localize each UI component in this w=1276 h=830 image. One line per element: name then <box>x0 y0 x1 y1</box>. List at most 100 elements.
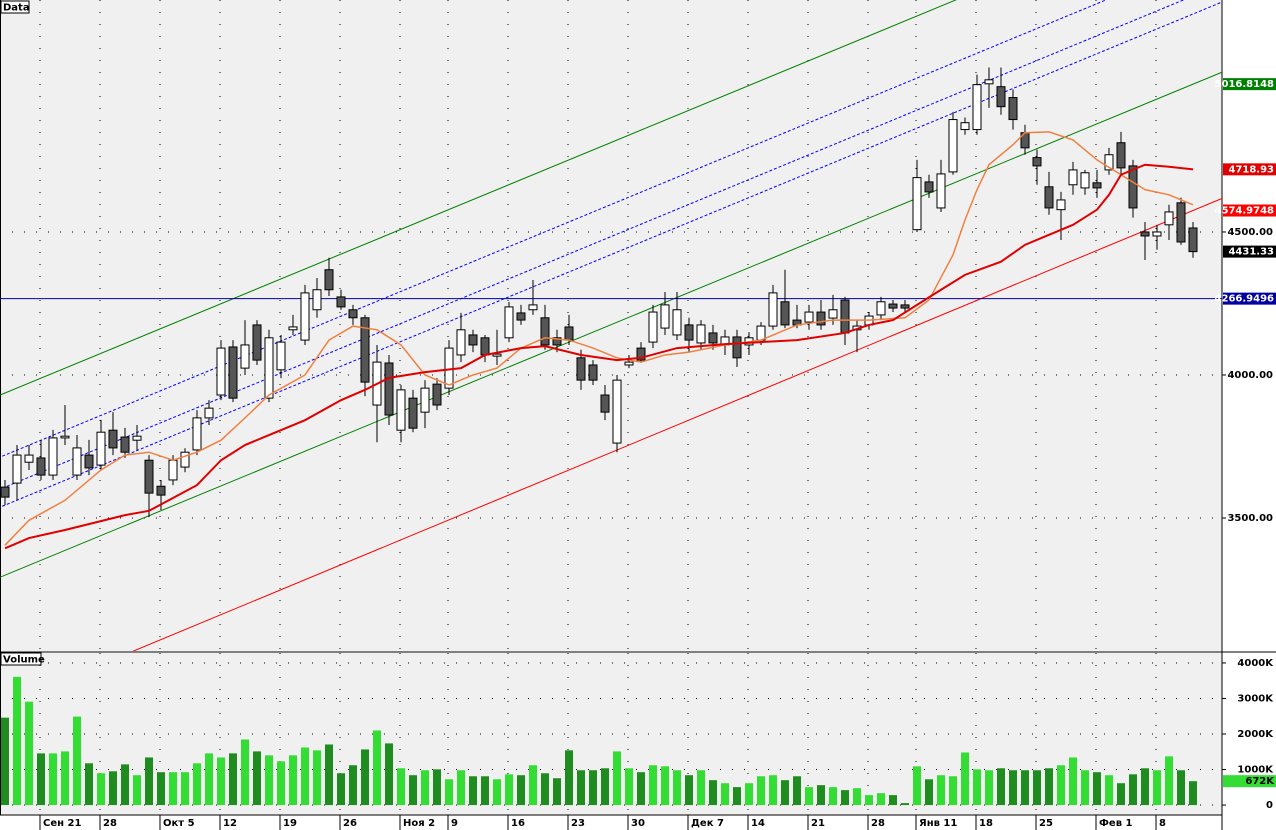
candle-body <box>1032 157 1042 167</box>
y-tick-label: 3500.00 <box>1227 513 1273 524</box>
volume-bar <box>133 775 141 806</box>
candle-body <box>36 457 46 476</box>
volume-bar <box>109 771 117 806</box>
chart-title: Data <box>3 3 30 14</box>
trendline <box>132 197 1222 651</box>
candle-body <box>72 447 82 476</box>
x-tick-label: 25 <box>1039 818 1053 829</box>
volume-bar <box>457 770 465 806</box>
candle-body <box>48 437 58 476</box>
volume-bar <box>985 770 993 806</box>
volume-bar <box>397 768 405 806</box>
candle-body <box>756 325 766 341</box>
volume-bar <box>1105 775 1113 806</box>
candle-body <box>1092 182 1102 189</box>
volume-bar <box>493 779 501 806</box>
volume-bar <box>361 749 369 806</box>
candle-body <box>780 301 790 326</box>
y-tick-label: 3000K <box>1237 693 1274 704</box>
x-tick-label: Сен 21 <box>43 818 81 829</box>
price-label: 4266.9496 <box>1215 294 1275 305</box>
volume-bar <box>433 769 441 806</box>
volume-bar <box>25 701 33 806</box>
volume-bar <box>373 730 381 806</box>
candle-body <box>0 486 10 498</box>
volume-bar <box>481 776 489 806</box>
volume-bar <box>253 751 261 806</box>
candle-body <box>888 303 898 309</box>
x-tick-label: Дек 7 <box>691 818 724 829</box>
volume-bar <box>1117 783 1125 806</box>
volume-bar <box>805 787 813 806</box>
candle-body <box>492 353 502 357</box>
candle-body <box>456 329 466 356</box>
candle-body <box>540 317 550 346</box>
candle-body <box>936 173 946 209</box>
candle-body <box>1140 231 1150 237</box>
volume-bar <box>97 773 105 806</box>
candle-body <box>648 311 658 343</box>
price-label-box <box>1223 163 1276 176</box>
candle-body <box>132 435 142 441</box>
moving-average <box>4 163 1194 550</box>
candle-body <box>828 309 838 319</box>
candle-body <box>900 304 910 309</box>
volume-bar <box>169 772 177 806</box>
candle-body <box>1116 142 1126 169</box>
volume-bar <box>1141 768 1149 806</box>
volume-bar <box>673 770 681 806</box>
price-plot <box>0 0 1222 651</box>
candle-body <box>624 361 634 366</box>
candle-body <box>660 304 670 329</box>
volume-bar <box>1129 774 1137 806</box>
x-tick-label: 30 <box>631 818 645 829</box>
volume-bar <box>697 770 705 806</box>
x-tick-label: Окт 5 <box>163 818 195 829</box>
candle-body <box>804 311 814 323</box>
x-tick-label: 14 <box>751 818 765 829</box>
volume-bar <box>1177 770 1185 806</box>
volume-bar <box>961 752 969 806</box>
x-tick-label: 28 <box>103 818 117 829</box>
candle-body <box>1176 202 1186 243</box>
volume-bar <box>181 772 189 806</box>
y-tick-label: 4500.00 <box>1227 227 1273 238</box>
candle-body <box>180 451 190 468</box>
candle-body <box>324 269 334 291</box>
volume-bar <box>769 775 777 806</box>
volume-bar <box>613 751 621 806</box>
candle-body <box>24 454 34 463</box>
volume-bar <box>901 803 909 806</box>
price-label-box <box>1223 245 1276 258</box>
volume-bar <box>925 779 933 806</box>
candle-body <box>1152 231 1162 237</box>
volume-bar <box>205 753 213 806</box>
candle-body <box>840 299 850 334</box>
volume-bar <box>421 770 429 806</box>
volume-bar <box>1045 768 1053 806</box>
candle-body <box>60 435 70 439</box>
candle-body <box>636 347 646 361</box>
y-tick-label: 2000K <box>1237 729 1274 740</box>
volume-bar <box>349 765 357 806</box>
trendline <box>0 71 1222 578</box>
volume-bar <box>625 768 633 806</box>
y-tick-label: 1000K <box>1237 765 1274 776</box>
volume-bar <box>1009 770 1017 806</box>
volume-bar <box>265 755 273 806</box>
volume-bar <box>1093 772 1101 806</box>
volume-bar <box>1021 770 1029 806</box>
volume-bar <box>1069 757 1077 806</box>
candle-body <box>192 417 202 451</box>
volume-bar <box>577 770 585 806</box>
candle-body <box>408 397 418 429</box>
candle-body <box>1104 154 1114 171</box>
candle-body <box>504 306 514 339</box>
candle-body <box>168 459 178 481</box>
volume-bar <box>277 761 285 806</box>
volume-bar <box>85 763 93 806</box>
price-label: 4431.33 <box>1228 247 1274 258</box>
trendline <box>0 0 1185 490</box>
